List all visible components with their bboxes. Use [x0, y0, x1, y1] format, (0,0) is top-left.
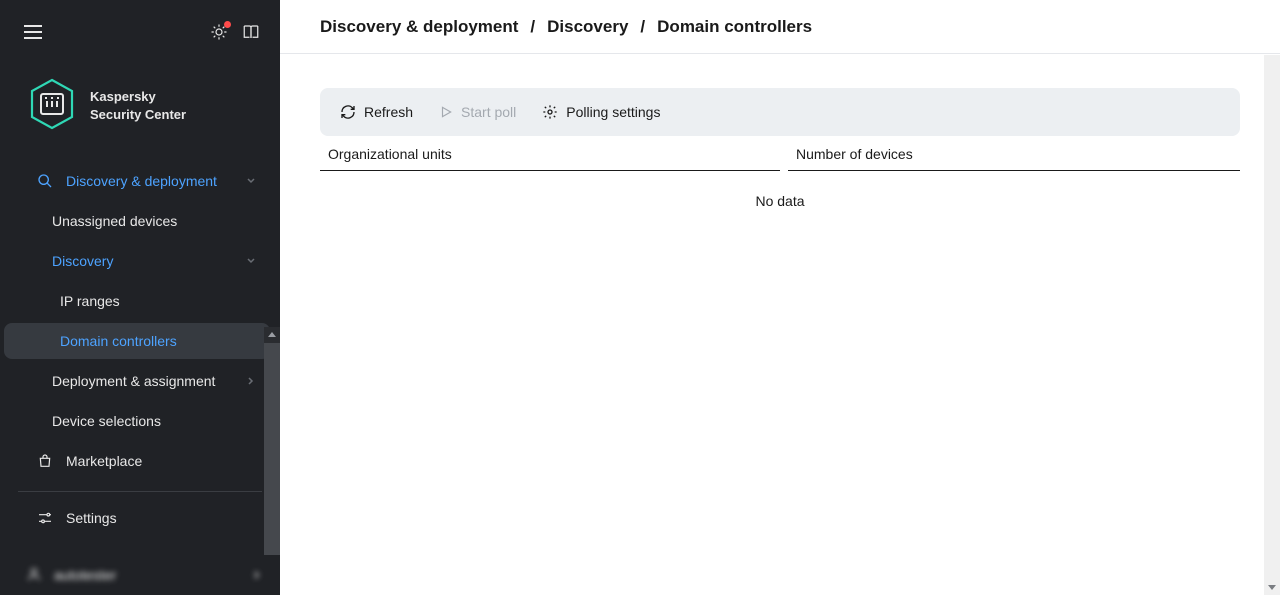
table-header-row: Organizational units Number of devices [320, 136, 1240, 171]
sliders-icon [36, 510, 54, 526]
brand-line-1: Kaspersky [90, 88, 186, 106]
breadcrumb-item[interactable]: Discovery & deployment [320, 17, 518, 37]
sidebar-item-domain-controllers[interactable]: Domain controllers [4, 323, 270, 359]
gear-icon [542, 104, 558, 120]
button-label: Start poll [461, 104, 516, 120]
chevron-down-icon [246, 256, 256, 266]
chevron-down-icon [246, 176, 256, 186]
content-area: Refresh Start poll Polling settings [280, 54, 1280, 595]
button-label: Refresh [364, 104, 413, 120]
chevron-right-icon [246, 376, 256, 386]
play-icon [439, 105, 453, 119]
refresh-button[interactable]: Refresh [340, 104, 413, 120]
sidebar-item-ip-ranges[interactable]: IP ranges [4, 283, 270, 319]
bag-icon [36, 453, 54, 469]
user-label: autotester [54, 567, 116, 583]
main-scrollbar[interactable] [1264, 55, 1280, 595]
breadcrumb: Discovery & deployment / Discovery / Dom… [280, 0, 1280, 54]
brand-logo[interactable]: Kaspersky Security Center [0, 64, 280, 163]
table-column-header[interactable]: Number of devices [788, 136, 1240, 171]
start-poll-button: Start poll [439, 104, 516, 120]
toolbar: Refresh Start poll Polling settings [320, 88, 1240, 136]
sidebar-item-unassigned-devices[interactable]: Unassigned devices [4, 203, 270, 239]
sidebar-divider [18, 491, 262, 492]
sidebar-item-label: Domain controllers [60, 333, 177, 349]
sidebar-item-label: IP ranges [60, 293, 120, 309]
breadcrumb-item[interactable]: Discovery [547, 17, 628, 37]
brand-line-2: Security Center [90, 106, 186, 124]
sidebar-item-label: Discovery [52, 253, 113, 269]
help-book-icon[interactable] [242, 23, 260, 41]
sidebar-item-label: Discovery & deployment [66, 173, 217, 189]
main-panel: Discovery & deployment / Discovery / Dom… [280, 0, 1280, 595]
logo-hexagon-icon [28, 78, 76, 133]
sidebar-user-row[interactable]: autotester [0, 555, 280, 595]
sidebar-item-discovery-deployment[interactable]: Discovery & deployment [10, 163, 270, 199]
polling-settings-button[interactable]: Polling settings [542, 104, 660, 120]
button-label: Polling settings [566, 104, 660, 120]
notification-dot [224, 21, 231, 28]
table-empty-message: No data [320, 171, 1240, 231]
breadcrumb-separator: / [530, 17, 535, 37]
brand-name: Kaspersky Security Center [90, 88, 186, 123]
sidebar-nav: Discovery & deployment Unassigned device… [0, 163, 280, 555]
sidebar-item-label: Device selections [52, 413, 161, 429]
sidebar-item-label: Settings [66, 510, 117, 526]
hamburger-icon[interactable] [24, 25, 42, 39]
sidebar-item-device-selections[interactable]: Device selections [4, 403, 270, 439]
table-column-header[interactable]: Organizational units [320, 136, 780, 171]
notification-icon[interactable] [210, 23, 228, 41]
sidebar-scrollbar[interactable] [264, 343, 280, 555]
breadcrumb-item-current: Domain controllers [657, 17, 812, 37]
sidebar-item-label: Unassigned devices [52, 213, 177, 229]
sidebar-item-settings[interactable]: Settings [10, 500, 270, 536]
sidebar: Kaspersky Security Center Discovery & de… [0, 0, 280, 595]
sidebar-item-marketplace[interactable]: Marketplace [10, 443, 270, 479]
refresh-icon [340, 104, 356, 120]
user-icon [26, 566, 42, 585]
sidebar-item-discovery[interactable]: Discovery [4, 243, 270, 279]
sidebar-item-label: Deployment & assignment [52, 373, 215, 389]
breadcrumb-separator: / [640, 17, 645, 37]
domain-controllers-table: Organizational units Number of devices N… [320, 136, 1240, 231]
sidebar-topbar [0, 0, 280, 64]
sidebar-item-deployment-assignment[interactable]: Deployment & assignment [4, 363, 270, 399]
search-icon [36, 173, 54, 189]
chevron-right-icon [252, 567, 262, 583]
sidebar-item-label: Marketplace [66, 453, 142, 469]
